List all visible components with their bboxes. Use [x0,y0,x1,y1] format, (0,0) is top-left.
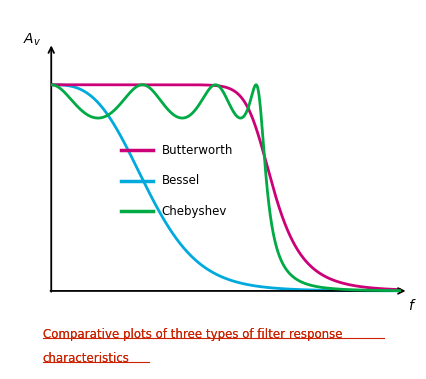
Text: characteristics: characteristics [43,352,129,365]
Text: $A_v$: $A_v$ [23,32,40,49]
Text: Bessel: Bessel [161,174,199,187]
Text: Butterworth: Butterworth [161,144,232,157]
Text: Comparative plots of three types of filter response: Comparative plots of three types of filt… [43,328,341,341]
Text: $f$: $f$ [406,298,415,313]
Text: characteristics: characteristics [43,352,129,365]
Text: Chebyshev: Chebyshev [161,205,226,218]
Text: Comparative plots of three types of filter response: Comparative plots of three types of filt… [43,328,341,341]
